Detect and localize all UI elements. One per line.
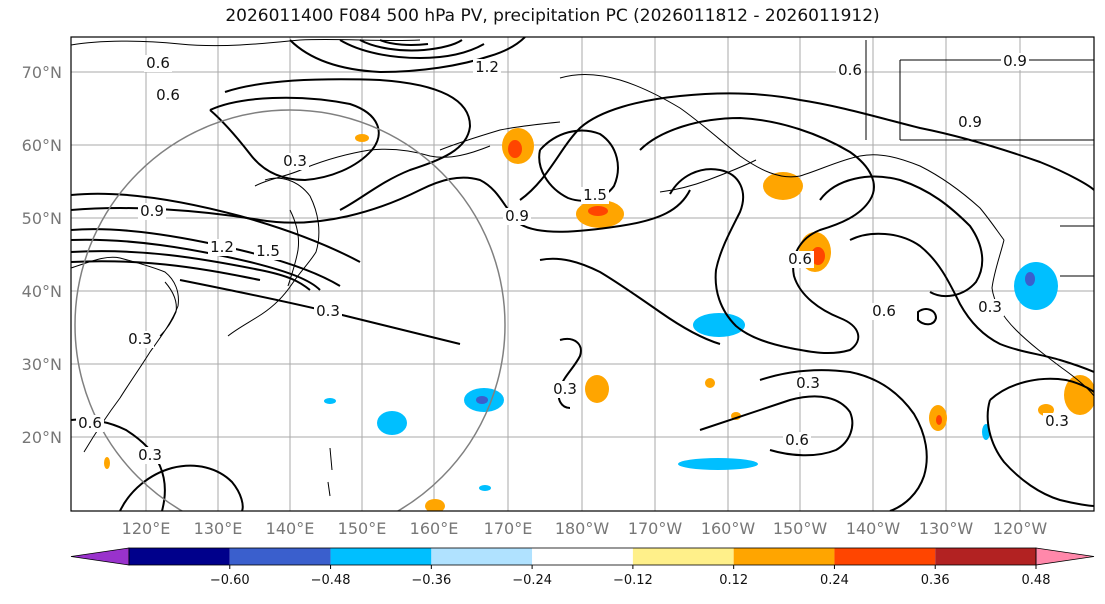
longitude-label: 160°W (701, 519, 756, 538)
precipitation-shading (104, 128, 1094, 511)
colorbar-tick-label: −0.12 (613, 573, 653, 588)
longitude-label: 130°W (919, 519, 974, 538)
longitude-label: 140°W (846, 519, 901, 538)
plot-title: 2026011400 F084 500 hPa PV, precipitatio… (225, 6, 880, 26)
contour-label: 0.3 (1045, 412, 1069, 430)
longitude-label: 120°E (122, 519, 171, 538)
colorbar-box (330, 548, 432, 565)
colorbar-box (935, 548, 1036, 565)
latitude-label: 20°N (22, 428, 62, 447)
contour-label: 0.9 (958, 113, 982, 131)
longitude-label: 150°E (338, 519, 387, 538)
contour-label: 0.9 (505, 207, 529, 225)
contour-label: 0.6 (78, 414, 102, 432)
colorbar-high-extend (1035, 547, 1095, 566)
contour-label: 0.3 (553, 380, 577, 398)
contour-label: 0.9 (140, 202, 164, 220)
contour-label: 0.6 (146, 54, 170, 72)
contour-label: 0.3 (796, 374, 820, 392)
map-area: 0.6 0.6 0.3 0.9 1.2 1.5 0.3 0.3 0.6 0.3 1.5 1.2 0.9 0… (71, 37, 1094, 511)
colorbar-box (129, 548, 230, 565)
contour-label: 0.6 (872, 302, 896, 320)
contour-label: 0.3 (978, 298, 1002, 316)
longitude-label: 150°W (773, 519, 828, 538)
longitude-label: 140°E (266, 519, 315, 538)
longitude-label: 170°W (628, 519, 683, 538)
graticule (71, 37, 1094, 511)
longitude-label: 160°E (410, 519, 459, 538)
longitude-label: 130°E (194, 519, 243, 538)
colorbar-box (632, 548, 734, 565)
colorbar-box (229, 548, 331, 565)
latitude-labels: 70°N 60°N 50°N 40°N 30°N 20°N (22, 63, 62, 447)
longitude-label: 180°W (555, 519, 610, 538)
contour-label: 0.3 (128, 330, 152, 348)
contour-label: 0.9 (1003, 52, 1027, 70)
colorbar-tick-label: −0.24 (512, 573, 552, 588)
colorbar-tick-label: −0.48 (311, 573, 351, 588)
latitude-label: 70°N (22, 63, 62, 82)
contour-label: 0.6 (838, 61, 862, 79)
colorbar-box (431, 548, 533, 565)
latitude-label: 30°N (22, 355, 62, 374)
colorbar-box (834, 548, 936, 565)
map-frame (70, 36, 1095, 512)
colorbar-tick-label: −0.36 (411, 573, 451, 588)
contour-label: 1.5 (583, 186, 607, 204)
longitude-labels: 120°E 130°E 140°E 150°E 160°E 170°E 180°W 170°W… (122, 519, 1048, 538)
contour-label: 0.3 (138, 446, 162, 464)
colorbar-tick-label: 0.36 (921, 573, 950, 588)
reference-circle (74, 109, 506, 511)
colorbar-tick-label: 0.24 (820, 573, 849, 588)
longitude-label: 120°W (993, 519, 1048, 538)
colorbar-tick-label: −0.60 (210, 573, 250, 588)
pv-contours (71, 37, 1094, 511)
contour-label: 1.2 (475, 58, 499, 76)
contour-label: 1.5 (256, 242, 280, 260)
contour-label: 0.3 (316, 302, 340, 320)
latitude-label: 50°N (22, 209, 62, 228)
latitude-label: 40°N (22, 282, 62, 301)
longitude-label: 170°E (484, 519, 533, 538)
contour-label: 0.6 (156, 86, 180, 104)
contour-label: 1.2 (210, 238, 234, 256)
colorbar-tick-label: 0.12 (719, 573, 748, 588)
contour-label: 0.6 (788, 250, 812, 268)
colorbar-box (532, 548, 633, 565)
contour-label: 0.6 (785, 431, 809, 449)
contour-label: 0.3 (283, 152, 307, 170)
colorbar: −0.60 −0.48 −0.36 −0.24 −0.12 0.12 0.24 0.36 0.4… (70, 547, 1095, 588)
latitude-label: 60°N (22, 136, 62, 155)
colorbar-box (733, 548, 835, 565)
colorbar-low-extend (70, 547, 130, 566)
contour-labels: 0.6 0.6 0.3 0.9 1.2 1.5 0.3 0.3 0.6 0.3 1.5 1.2 0.9 0… (76, 52, 1071, 464)
colorbar-tick-label: 0.48 (1022, 573, 1051, 588)
